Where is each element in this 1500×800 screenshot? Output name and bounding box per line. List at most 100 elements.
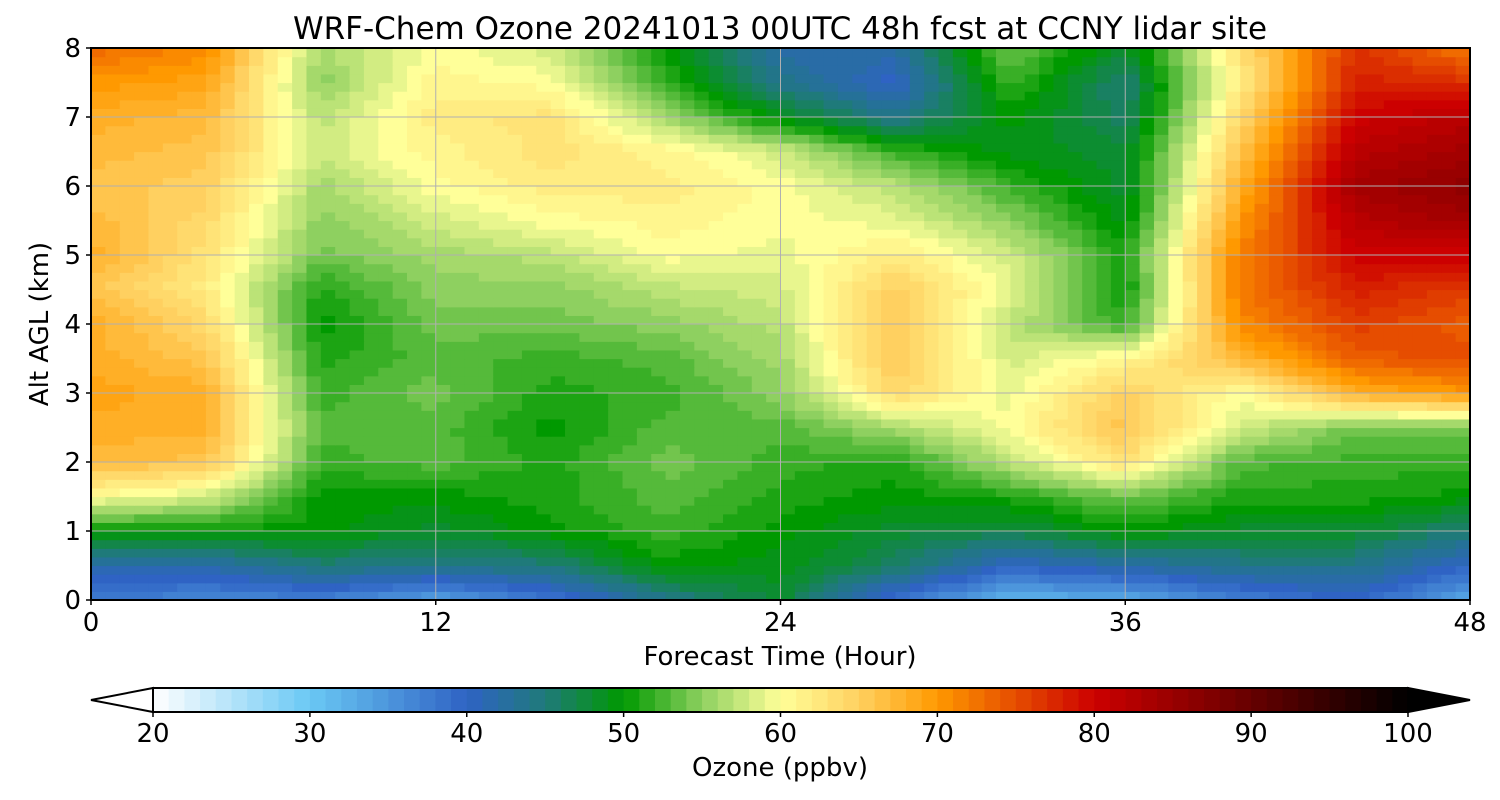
heatmap-cell bbox=[1340, 375, 1356, 385]
heatmap-cell bbox=[651, 522, 667, 532]
heatmap-cell bbox=[694, 237, 710, 247]
heatmap-cell bbox=[306, 436, 322, 446]
heatmap-cell bbox=[823, 556, 839, 567]
heatmap-cell bbox=[1311, 496, 1327, 506]
heatmap-cell bbox=[837, 531, 853, 541]
heatmap-cell bbox=[694, 168, 710, 178]
heatmap-cell bbox=[1024, 582, 1040, 592]
heatmap-cell bbox=[952, 367, 968, 377]
heatmap-cell bbox=[493, 272, 509, 282]
heatmap-cell bbox=[909, 151, 925, 161]
heatmap-cell bbox=[909, 436, 925, 446]
heatmap-cell bbox=[823, 306, 839, 316]
heatmap-cell bbox=[981, 367, 997, 377]
heatmap-cell bbox=[723, 444, 738, 454]
heatmap-cell bbox=[809, 574, 825, 584]
heatmap-cell bbox=[823, 168, 839, 178]
heatmap-cell bbox=[292, 280, 308, 291]
heatmap-cell bbox=[665, 177, 681, 187]
heatmap-cell bbox=[794, 211, 810, 222]
heatmap-cell bbox=[1311, 263, 1327, 273]
heatmap-cell bbox=[464, 384, 480, 394]
heatmap-cell bbox=[1398, 160, 1414, 170]
heatmap-cell bbox=[263, 591, 279, 600]
heatmap-cell bbox=[737, 505, 753, 515]
heatmap-cell bbox=[263, 220, 279, 230]
heatmap-cell bbox=[837, 410, 853, 420]
heatmap-cell bbox=[751, 393, 767, 403]
heatmap-cell bbox=[952, 160, 968, 170]
heatmap-cell bbox=[421, 272, 437, 282]
heatmap-cell bbox=[335, 289, 351, 299]
heatmap-cell bbox=[565, 289, 580, 299]
heatmap-cell bbox=[378, 332, 394, 342]
heatmap-cell bbox=[363, 539, 379, 549]
heatmap-cell bbox=[1096, 324, 1112, 334]
heatmap-cell bbox=[1153, 168, 1169, 178]
heatmap-cell bbox=[550, 479, 566, 489]
heatmap-cell bbox=[1355, 470, 1371, 480]
heatmap-cell bbox=[105, 177, 121, 187]
heatmap-cell bbox=[1254, 186, 1270, 196]
heatmap-cell bbox=[1383, 410, 1399, 420]
heatmap-cell bbox=[751, 315, 767, 325]
heatmap-cell bbox=[493, 582, 509, 592]
heatmap-cell bbox=[1369, 229, 1385, 239]
heatmap-cell bbox=[1039, 479, 1055, 489]
heatmap-cell bbox=[191, 462, 207, 472]
heatmap-cell bbox=[435, 203, 451, 213]
heatmap-cell bbox=[177, 531, 193, 541]
heatmap-cell bbox=[263, 384, 279, 394]
heatmap-cell bbox=[895, 246, 911, 256]
heatmap-cell bbox=[1254, 591, 1270, 600]
heatmap-cell bbox=[1053, 427, 1069, 437]
heatmap-cell bbox=[579, 591, 595, 600]
heatmap-cell bbox=[1326, 237, 1342, 247]
heatmap-cell bbox=[263, 246, 279, 256]
heatmap-cell bbox=[1254, 229, 1270, 239]
heatmap-cell bbox=[1412, 194, 1428, 204]
heatmap-cell bbox=[435, 229, 451, 239]
heatmap-cell bbox=[450, 591, 466, 600]
heatmap-cell bbox=[1383, 237, 1399, 247]
heatmap-cell bbox=[981, 582, 997, 592]
heatmap-cell bbox=[177, 306, 193, 316]
heatmap-cell bbox=[450, 255, 466, 265]
heatmap-cell bbox=[608, 487, 624, 498]
heatmap-cell bbox=[1355, 263, 1371, 273]
heatmap-cell bbox=[1355, 160, 1371, 170]
heatmap-cell bbox=[1426, 177, 1442, 187]
heatmap-cell bbox=[464, 548, 480, 558]
heatmap-cell bbox=[1383, 349, 1399, 360]
heatmap-cell bbox=[234, 531, 250, 541]
heatmap-cell bbox=[967, 513, 983, 523]
heatmap-cell bbox=[1182, 203, 1198, 213]
heatmap-cell bbox=[1383, 177, 1399, 187]
heatmap-cell bbox=[1053, 453, 1069, 463]
heatmap-cell bbox=[1139, 444, 1155, 454]
heatmap-cell bbox=[866, 177, 882, 187]
heatmap-cell bbox=[1225, 203, 1241, 213]
heatmap-cell bbox=[1268, 280, 1284, 291]
heatmap-cell bbox=[881, 341, 897, 351]
heatmap-cell bbox=[148, 263, 164, 273]
heatmap-cell bbox=[823, 298, 839, 308]
heatmap-cell bbox=[148, 453, 164, 463]
heatmap-cell bbox=[895, 548, 911, 558]
heatmap-cell bbox=[1153, 203, 1169, 213]
heatmap-cell bbox=[536, 349, 552, 360]
heatmap-cell bbox=[1197, 298, 1213, 308]
heatmap-cell bbox=[1326, 556, 1342, 567]
heatmap-cell bbox=[277, 574, 293, 584]
heatmap-cell bbox=[1412, 410, 1428, 420]
heatmap-cell bbox=[119, 367, 135, 377]
heatmap-cell bbox=[292, 548, 308, 558]
heatmap-cell bbox=[91, 539, 106, 549]
heatmap-cell bbox=[220, 263, 236, 273]
heatmap-cell bbox=[335, 401, 351, 411]
heatmap-cell bbox=[234, 444, 250, 454]
heatmap-cell bbox=[766, 548, 782, 558]
heatmap-cell bbox=[1426, 410, 1442, 420]
heatmap-cell bbox=[938, 194, 954, 204]
heatmap-cell bbox=[550, 211, 566, 222]
